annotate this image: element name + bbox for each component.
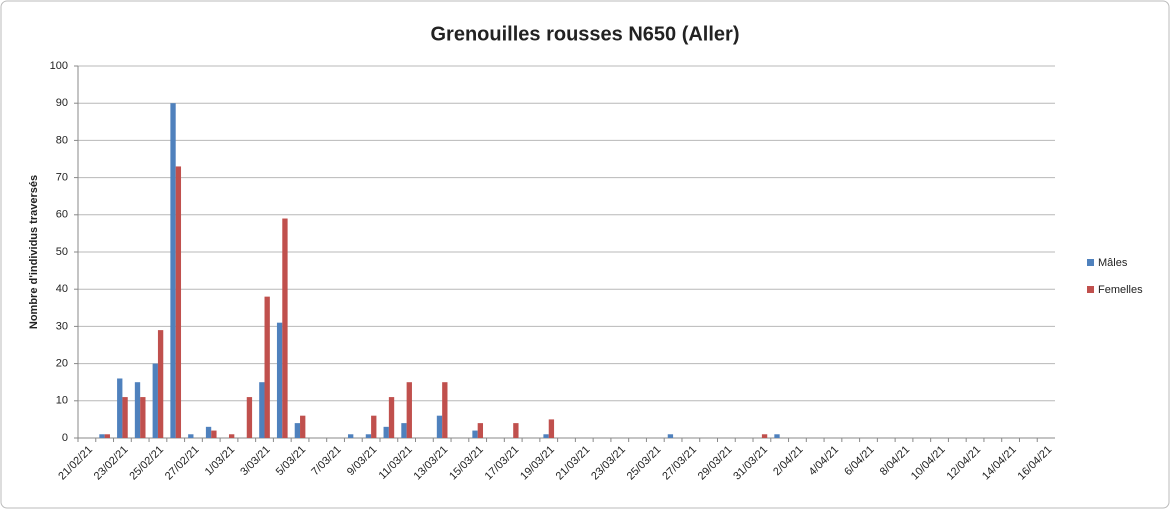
y-tick-label: 0: [62, 432, 68, 444]
bar: [228, 434, 235, 438]
bar: [99, 434, 105, 438]
bar: [264, 296, 270, 438]
bar: [282, 218, 288, 438]
bar: [774, 434, 780, 438]
bar: [104, 434, 110, 438]
bar: [548, 419, 555, 438]
bar: [276, 322, 283, 438]
bar: [348, 434, 354, 438]
legend-swatch: [1087, 286, 1094, 293]
bar: [406, 382, 412, 438]
bar: [157, 330, 164, 438]
bar: [442, 382, 448, 438]
y-tick-label: 80: [56, 134, 68, 146]
bar: [117, 378, 123, 438]
bar: [188, 434, 194, 438]
y-tick-label: 30: [56, 320, 68, 332]
y-axis-title: Nombre d'individus traversés: [28, 175, 40, 329]
chart-title: Grenouilles rousses N650 (Aller): [430, 23, 739, 45]
y-tick-label: 100: [50, 60, 68, 72]
bar: [472, 430, 478, 438]
y-tick-label: 40: [56, 283, 68, 295]
y-tick-label: 20: [56, 358, 68, 370]
legend-label: Femelles: [1098, 284, 1143, 296]
legend-label: Mâles: [1098, 257, 1128, 269]
bar: [543, 434, 549, 438]
bar: [211, 430, 217, 438]
bar: [371, 415, 377, 438]
y-tick-label: 60: [56, 209, 68, 221]
bar: [761, 434, 768, 438]
bar: [365, 434, 372, 438]
bar: [436, 415, 443, 438]
y-tick-label: 70: [56, 172, 68, 184]
bar: [259, 382, 265, 438]
bar: [383, 426, 389, 438]
bar: [667, 434, 674, 438]
bar: [122, 397, 128, 438]
bar: [205, 426, 212, 438]
bar: [175, 166, 182, 438]
bar: [170, 103, 176, 438]
bar: [401, 423, 407, 438]
y-tick-label: 50: [56, 246, 68, 258]
y-tick-label: 10: [56, 395, 68, 407]
bar: [388, 397, 395, 438]
legend-swatch: [1087, 259, 1094, 266]
bar: [300, 415, 306, 438]
bar: [152, 363, 158, 438]
bar: [513, 423, 519, 438]
bar: [294, 423, 301, 438]
bar: [134, 382, 141, 438]
bar: [140, 397, 146, 438]
bar: [477, 423, 484, 438]
y-tick-label: 90: [56, 97, 68, 109]
bar: [246, 397, 253, 438]
